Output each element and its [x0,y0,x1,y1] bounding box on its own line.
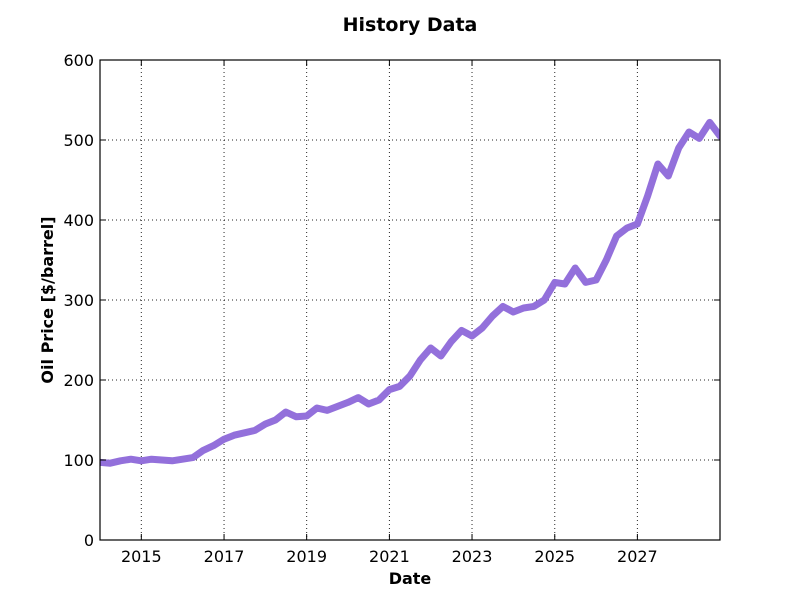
grid-lines [100,60,720,540]
y-tick-label: 300 [63,291,94,310]
series-line [100,118,720,467]
x-tick-label: 2027 [617,547,658,566]
chart-title: History Data [343,14,478,36]
y-tick-label: 200 [63,371,94,390]
y-tick-label: 0 [84,531,94,550]
x-tick-label: 2025 [534,547,575,566]
x-tick-label: 2023 [452,547,493,566]
x-tick-label: 2017 [204,547,245,566]
x-tick-label: 2021 [369,547,410,566]
series-layer [100,118,720,467]
y-tick-label: 500 [63,131,94,150]
y-tick-label: 400 [63,211,94,230]
axis-ticks: 0 100 200 300 400 500 600 2015 2017 2019 2021 2023 2… [63,51,720,566]
x-tick-label: 2019 [286,547,327,566]
y-tick-label: 600 [63,51,94,70]
x-axis-label: Date [389,569,432,588]
y-tick-label: 100 [63,451,94,470]
y-axis-label: Oil Price [$/barrel] [38,216,57,383]
x-tick-label: 2015 [121,547,162,566]
